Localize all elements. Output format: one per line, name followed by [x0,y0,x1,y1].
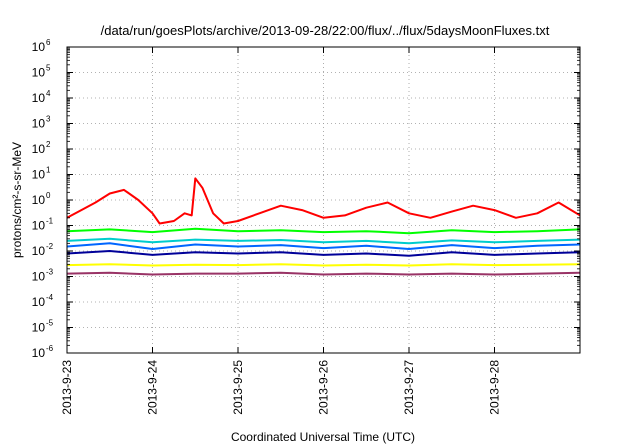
series-layer [67,177,580,276]
x-tick-label: 2013-9-28 [488,360,502,415]
y-tick-label: 10 [32,40,46,54]
y-tick-exponent: -1 [46,217,54,226]
grid [67,47,580,353]
y-axis-label: protons/cm²-s-sr-MeV [10,142,24,258]
y-tick-exponent: -6 [46,344,54,353]
chart-title: /data/run/goesPlots/archive/2013-09-28/2… [101,23,550,38]
y-tick-label: 10 [32,117,46,131]
y-axis: 10 -610 -510 -410 -310 -210 -110 010 110 210 310 41… [32,38,580,360]
x-axis-label: Coordinated Universal Time (UTC) [231,430,415,444]
x-axis: 2013-9-23 2013-9-24 2013-9-25 2013-9-26 2013… [60,47,502,415]
y-tick-label: 10 [32,219,46,233]
series-line-5 [67,250,580,257]
y-axis-label-text: protons/cm²-s-sr-MeV [10,142,24,258]
y-tick-label: 10 [32,193,46,207]
x-tick-label: 2013-9-25 [231,360,245,415]
x-tick-label: 2013-9-26 [317,360,331,415]
y-tick-exponent: -2 [46,242,54,251]
y-tick-exponent: -3 [46,268,54,277]
series-line-4 [67,242,580,250]
y-tick-exponent: 6 [46,38,51,47]
x-tick-label: 2013-9-24 [146,360,160,415]
y-tick-label: 10 [32,66,46,80]
series-line-3 [67,237,580,245]
series-line-6 [67,263,580,267]
x-tick-label: 2013-9-27 [402,360,416,415]
y-tick-exponent: 4 [46,89,51,98]
series-line-7 [67,271,580,276]
y-tick-exponent: 5 [46,64,51,73]
y-tick-label: 10 [32,168,46,182]
y-tick-label: 10 [32,142,46,156]
y-tick-label: 10 [32,346,46,360]
y-tick-label: 10 [32,91,46,105]
series-line-1 [67,177,580,225]
y-tick-exponent: -4 [46,293,54,302]
y-tick-label: 10 [32,295,46,309]
svg-text:protons/cm²-s-sr-MeV: protons/cm²-s-sr-MeV [10,142,24,258]
x-tick-label: 2013-9-23 [60,360,74,415]
y-tick-exponent: 1 [46,166,51,175]
y-tick-exponent: 0 [46,191,51,200]
y-tick-label: 10 [32,270,46,284]
y-tick-exponent: 2 [46,140,51,149]
series-line-2 [67,227,580,235]
y-tick-exponent: 3 [46,115,51,124]
y-tick-label: 10 [32,321,46,335]
y-tick-exponent: -5 [46,319,54,328]
y-tick-label: 10 [32,244,46,258]
